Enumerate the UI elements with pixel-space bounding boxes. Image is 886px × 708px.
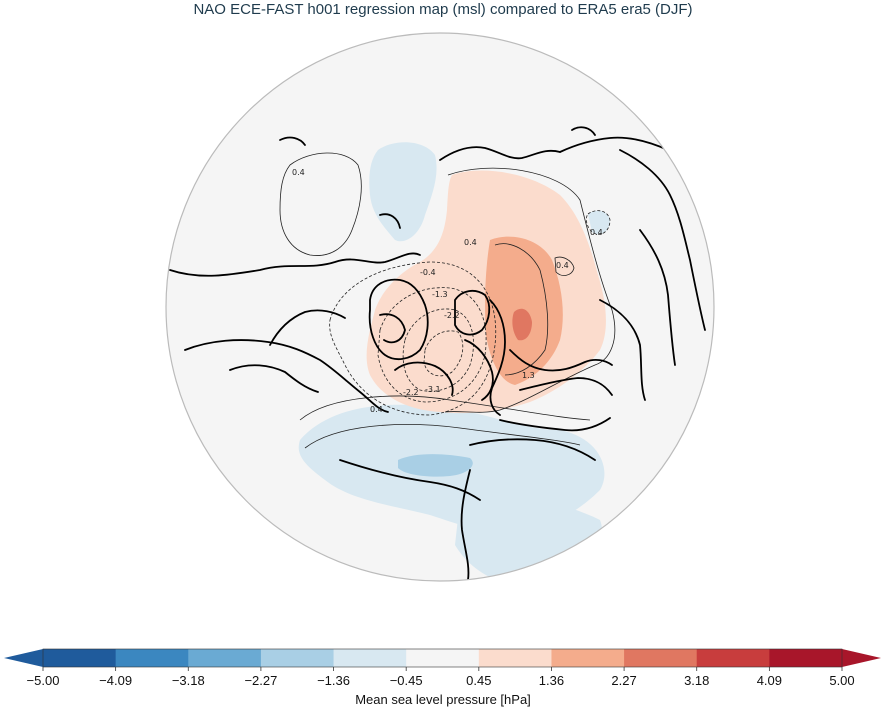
contour-label: -2.2 (444, 311, 460, 320)
colorbar-segment (43, 649, 117, 667)
colorbar: −5.00 −4.09 −3.18 −2.27 −1.36 −0.45 0.45 1.36 2.… (4, 648, 881, 688)
negative-anomaly-north (369, 142, 437, 242)
colorbar-over-arrow (842, 649, 881, 667)
colorbar-tick-label: 3.18 (684, 673, 709, 688)
colorbar-label: Mean sea level pressure [hPa] (355, 692, 531, 707)
map-boundary (165, 32, 715, 582)
colorbar-segment (333, 649, 407, 667)
strong-negative-core (398, 454, 473, 477)
contour-label: 0.4 (464, 238, 477, 247)
contour-label: -3.1 (425, 385, 441, 394)
colorbar-segment (769, 649, 843, 667)
colorbar-segment (260, 649, 335, 667)
colorbar-segments (43, 649, 843, 667)
contour-label: 0.4 (292, 168, 305, 177)
colorbar-segment (551, 649, 625, 667)
colorbar-segment (696, 649, 770, 667)
colorbar-tick-label: −1.36 (317, 673, 350, 688)
colorbar-segment (406, 649, 480, 667)
negative-anomaly-northeast (588, 210, 610, 235)
greenland-coast (368, 278, 429, 361)
contour-label: 0.4 (556, 261, 569, 270)
north-america-coast (169, 252, 421, 277)
colorbar-segment (624, 649, 698, 667)
contour-label: 1.3 (522, 371, 535, 380)
contour-label: -0.4 (420, 268, 436, 277)
asia-coast (469, 438, 596, 461)
positive-contours (279, 152, 616, 449)
colorbar-tick-label: 2.27 (611, 673, 636, 688)
colorbar-ticks: −5.00 −4.09 −3.18 −2.27 −1.36 −0.45 0.45 1.36 2.… (27, 667, 855, 688)
europe-coast (489, 299, 506, 416)
polar-regression-map: 0.4 0.4 0.4 0.4 -0.4 -1.3 -2.2 -2.2 -3.1… (165, 32, 715, 582)
contour-label: -2.2 (403, 388, 419, 397)
negative-contours (329, 210, 611, 416)
colorbar-tick-label: −0.45 (390, 673, 423, 688)
colorbar-segment (188, 649, 262, 667)
strong-positive-core (512, 308, 532, 341)
colorbar-tick-label: 1.36 (539, 673, 564, 688)
contour-label: 0.4 (590, 228, 603, 237)
colorbar-tick-label: 0.45 (466, 673, 491, 688)
map-title: NAO ECE-FAST h001 regression map (msl) c… (193, 1, 693, 18)
contour-label: 0.4 (370, 405, 383, 414)
contour-label: -1.3 (432, 290, 448, 299)
colorbar-frame (42, 648, 843, 668)
colorbar-tick-label: −2.27 (244, 673, 277, 688)
colorbar-tick-label: 5.00 (829, 673, 854, 688)
colorbar-tick-label: 4.09 (757, 673, 782, 688)
colorbar-tick-label: −4.09 (99, 673, 132, 688)
colorbar-segment (478, 649, 552, 667)
colorbar-segment (115, 649, 189, 667)
colorbar-tick-label: −3.18 (172, 673, 205, 688)
coastlines (169, 126, 706, 581)
colorbar-under-arrow (4, 649, 43, 667)
colorbar-tick-label: −5.00 (27, 673, 60, 688)
